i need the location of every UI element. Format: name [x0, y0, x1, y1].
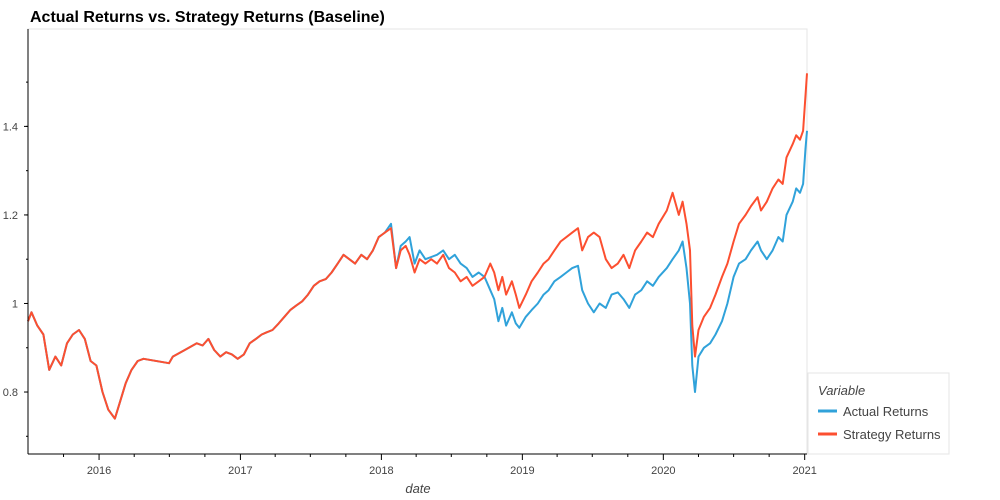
x-tick-label: 2017	[228, 465, 252, 477]
series-layer	[27, 73, 808, 420]
x-axis-label: date	[405, 481, 430, 496]
x-tick-label: 2020	[651, 465, 675, 477]
legend-items: Actual Returns Strategy Returns	[818, 404, 941, 442]
x-tick-label: 2019	[510, 465, 534, 477]
legend-label-actual-returns[interactable]: Actual Returns	[843, 404, 929, 419]
plot-area	[27, 28, 808, 455]
y-tick-label: 1	[12, 298, 18, 310]
x-axis-ticks: 2016 2017 2018 2019 2020 2021	[63, 454, 817, 477]
y-axis-ticks: 0.8 1 1.2 1.4	[3, 81, 28, 437]
y-tick-label: 1.2	[3, 210, 18, 222]
x-tick-label: 2018	[369, 465, 393, 477]
chart-title: Actual Returns vs. Strategy Returns (Bas…	[30, 9, 385, 26]
legend-label-strategy-returns[interactable]: Strategy Returns	[843, 427, 941, 442]
x-tick-label: 2016	[87, 465, 111, 477]
y-tick-label: 0.8	[3, 387, 18, 399]
legend-title: Variable	[818, 383, 865, 398]
legend[interactable]: Variable Actual Returns Strategy Returns	[807, 372, 950, 455]
x-tick-label: 2021	[792, 465, 816, 477]
legend-box	[807, 372, 950, 455]
y-tick-label: 1.4	[3, 121, 18, 133]
series-line-strategy-returns	[27, 73, 808, 420]
